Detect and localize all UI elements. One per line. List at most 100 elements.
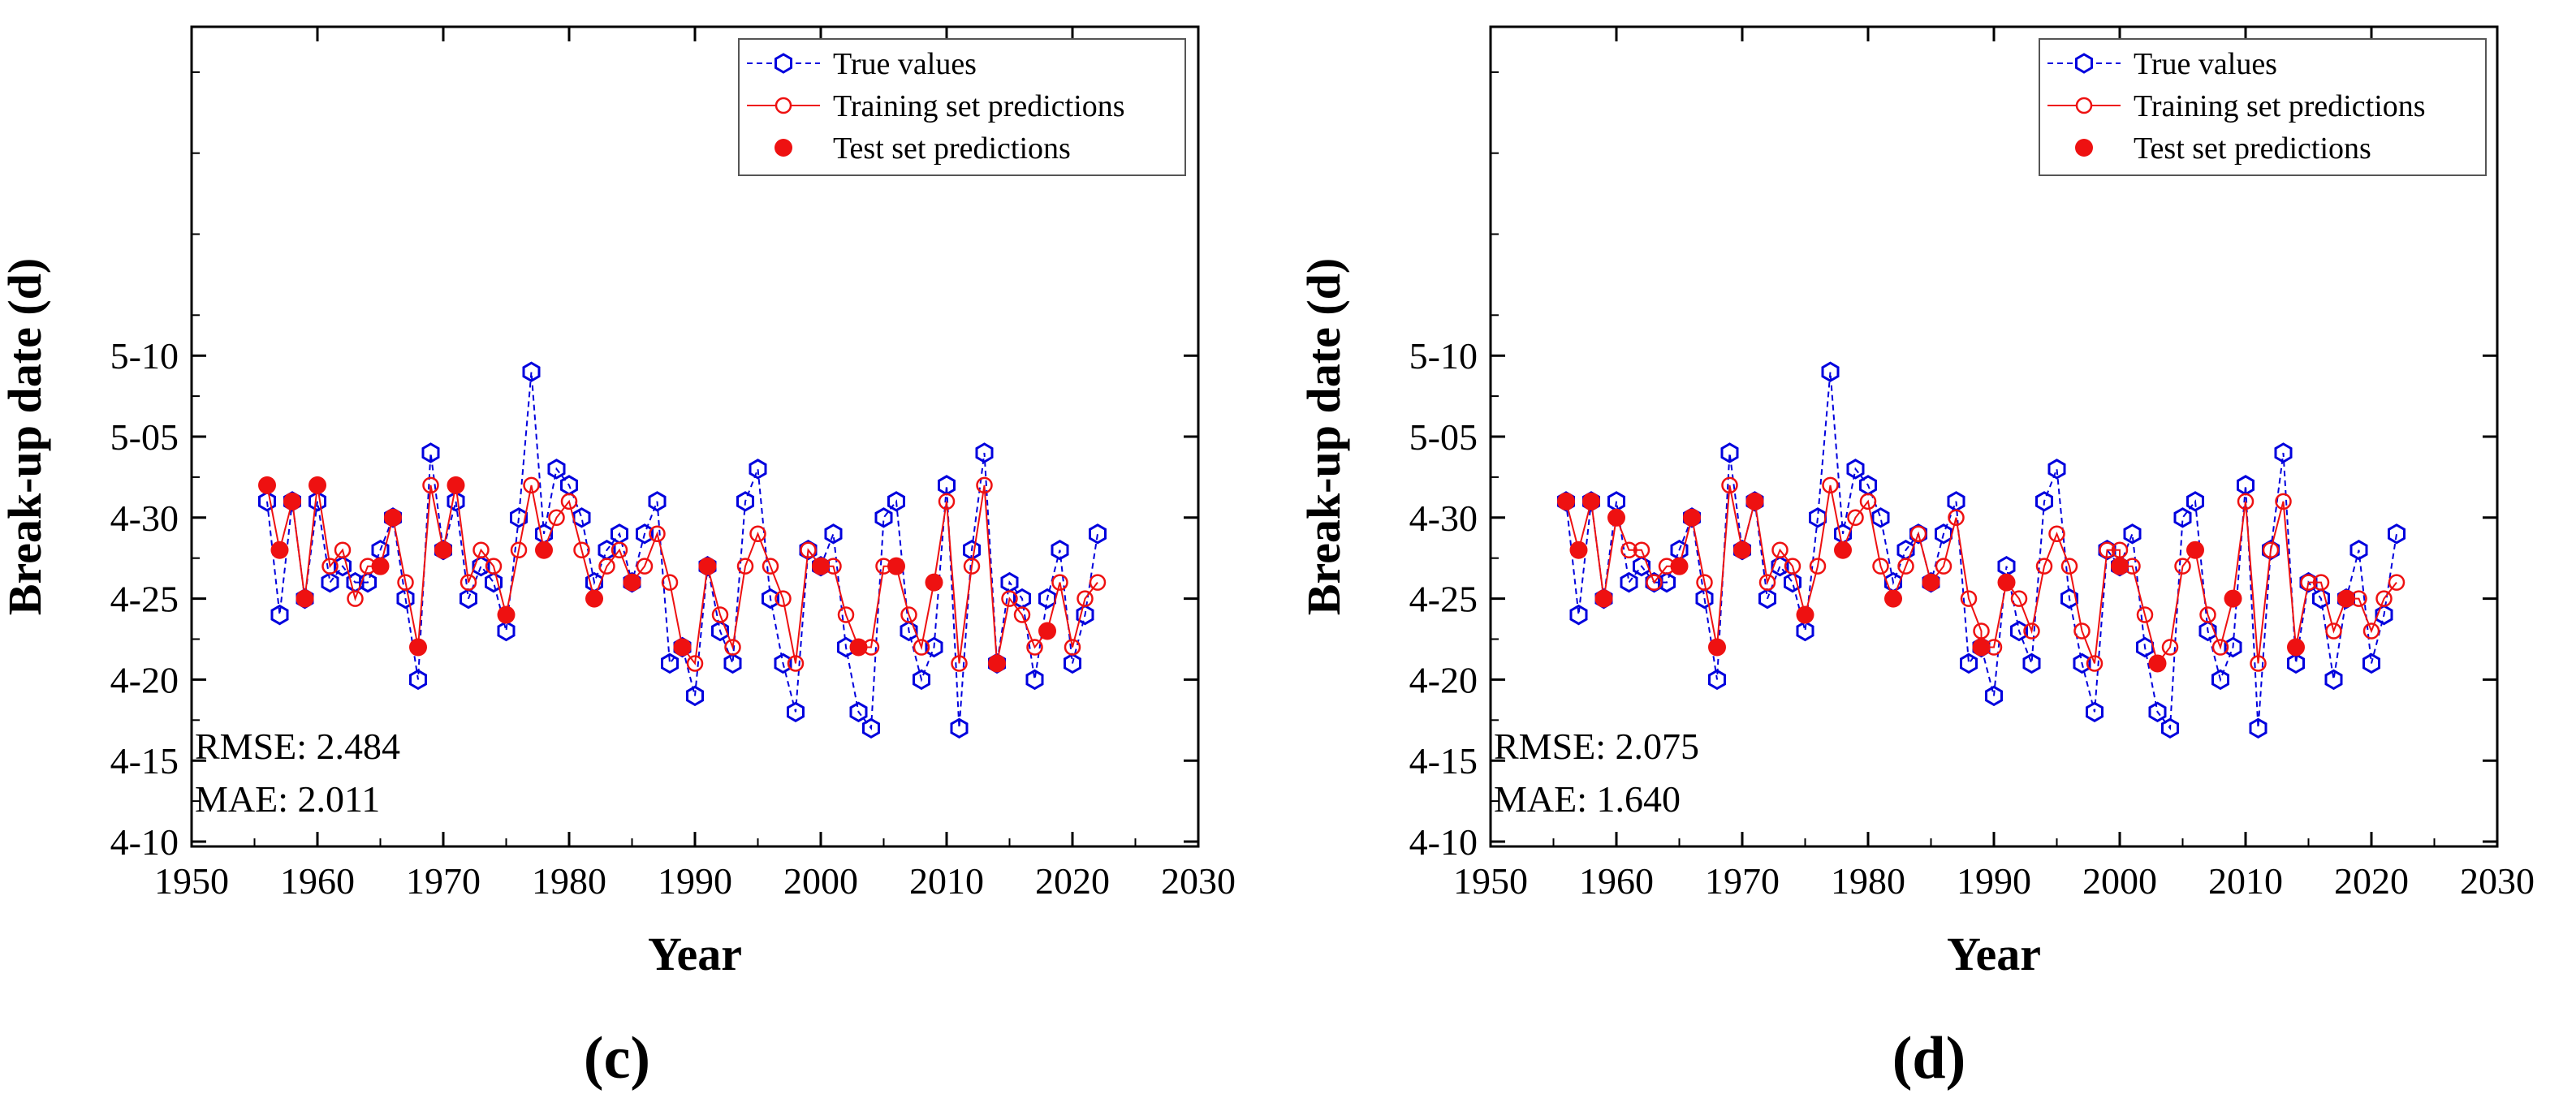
chart-panel-d: 1950 1960 1970 1980 1990 2000 2010 2020 2030 4-10… <box>1297 25 2535 1092</box>
training-prediction-point <box>775 590 792 607</box>
legend-true-marker <box>775 53 792 74</box>
x-tick-label: 2010 <box>909 860 984 902</box>
training-prediction-point <box>1001 590 1018 607</box>
training-prediction-point <box>1809 558 1827 575</box>
test-prediction-point <box>1569 541 1588 559</box>
true-value-point <box>2173 507 2192 528</box>
test-prediction-point <box>1607 508 1625 527</box>
true-values-line <box>266 372 1098 731</box>
training-prediction-point <box>686 655 704 672</box>
legend-label-true: True values <box>833 47 977 81</box>
true-value-point <box>396 588 415 609</box>
test-prediction-point <box>1972 638 1991 657</box>
true-value-point <box>485 571 503 593</box>
x-tick-label: 1950 <box>154 860 229 902</box>
training-prediction-point <box>2262 541 2280 558</box>
test-prediction-point <box>296 589 314 608</box>
training-prediction-point <box>2300 574 2317 591</box>
y-tick-label: 5-05 <box>110 416 179 458</box>
training-prediction-point <box>1064 639 1081 656</box>
true-value-point <box>648 491 667 512</box>
true-value-point <box>2161 717 2179 739</box>
y-tick-label: 4-25 <box>1409 579 1478 620</box>
true-value-point <box>862 717 880 739</box>
test-prediction-point <box>497 605 516 624</box>
true-value-point <box>887 491 905 512</box>
legend-true-marker <box>2075 53 2093 74</box>
true-value-point <box>1909 523 1927 545</box>
training-prediction-point <box>1013 606 1031 623</box>
training-prediction-point <box>2375 590 2393 607</box>
true-value-point <box>2362 653 2380 674</box>
x-tick-label: 1980 <box>1831 860 1905 902</box>
true-value-point <box>849 701 868 723</box>
true-value-point <box>2148 701 2167 723</box>
true-value-point <box>460 588 477 609</box>
y-tick-label: 4-15 <box>1409 740 1478 782</box>
training-prediction-point <box>951 655 968 672</box>
test-prediction-point <box>2148 654 2167 673</box>
training-prediction-point <box>598 558 615 575</box>
training-prediction-point <box>913 639 930 656</box>
true-value-point <box>1569 604 1588 626</box>
true-value-point <box>913 669 930 691</box>
training-prediction-point <box>2174 558 2191 575</box>
true-value-point <box>2388 523 2406 545</box>
training-prediction-point <box>2325 622 2342 640</box>
training-prediction-point <box>1633 541 1650 558</box>
y-tick-label: 4-30 <box>1409 497 1478 539</box>
training-prediction-point <box>2211 639 2229 656</box>
x-tick-label: 2000 <box>2082 860 2157 902</box>
test-prediction-point <box>283 492 301 510</box>
x-tick-label: 1990 <box>658 860 732 902</box>
true-value-point <box>787 701 805 723</box>
training-prediction-point <box>460 574 477 591</box>
legend-box <box>2039 38 2487 176</box>
panel-label: (c) <box>584 1025 650 1092</box>
true-value-point <box>1871 507 1890 528</box>
rmse-text: RMSE: 2.075 <box>1494 726 1699 767</box>
training-prediction-point <box>573 541 590 558</box>
training-prediction-point <box>1897 558 1914 575</box>
x-tick-label: 1960 <box>280 860 355 902</box>
mae-text: MAE: 2.011 <box>195 778 380 820</box>
x-tick-label: 1970 <box>1705 860 1780 902</box>
test-prediction-point <box>812 557 830 575</box>
true-value-point <box>824 523 843 545</box>
training-prediction-point <box>2086 655 2104 672</box>
true-value-point <box>1695 588 1714 609</box>
training-prediction-point <box>2010 590 2028 607</box>
test-prediction-point <box>270 541 289 559</box>
true-value-point <box>547 459 566 480</box>
training-prediction-point <box>397 574 414 591</box>
training-prediction-point <box>1960 590 1978 607</box>
training-prediction-point <box>1051 574 1068 591</box>
x-tick-label: 2000 <box>783 860 858 902</box>
x-tick-label: 1960 <box>1579 860 1654 902</box>
legend: True values Training set predictions Test … <box>738 38 1186 176</box>
training-prediction-point <box>787 655 805 672</box>
true-value-point <box>749 459 767 480</box>
test-prediction-point <box>585 589 603 608</box>
training-prediction-point <box>1822 476 1839 494</box>
training-prediction-point <box>1696 574 1713 591</box>
rmse-text: RMSE: 2.484 <box>195 726 400 767</box>
test-prediction-point <box>371 557 390 575</box>
x-tick-label: 2020 <box>2334 860 2409 902</box>
true-value-point <box>975 442 994 463</box>
test-prediction-point <box>1708 638 1726 657</box>
true-value-point <box>1620 571 1638 593</box>
legend-label-train: Training set predictions <box>833 89 1125 123</box>
y-tick-label: 4-20 <box>1409 659 1478 700</box>
test-prediction-point <box>2224 589 2242 608</box>
true-value-point <box>736 491 754 512</box>
true-value-point <box>1821 361 1840 382</box>
chart-panel-c: 1950 1960 1970 1980 1990 2000 2010 2020 2030 4-10… <box>0 25 1236 1092</box>
training-prediction-point <box>1620 541 1638 558</box>
training-prediction-point <box>1771 541 1789 558</box>
true-value-point <box>1935 523 1952 545</box>
training-prediction-point <box>2388 574 2406 591</box>
test-prediction-point <box>1922 573 1940 592</box>
test-prediction-point <box>2337 589 2355 608</box>
true-value-point <box>1796 620 1814 642</box>
